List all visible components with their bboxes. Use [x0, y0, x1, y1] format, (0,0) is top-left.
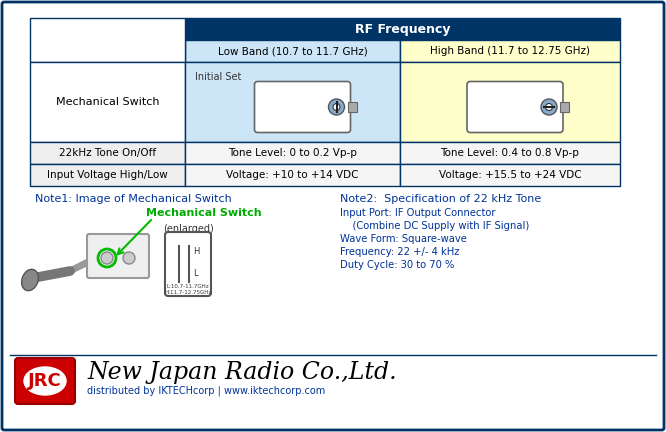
Circle shape: [328, 99, 344, 115]
Text: JRC: JRC: [28, 372, 62, 390]
FancyBboxPatch shape: [165, 232, 211, 296]
Circle shape: [545, 104, 553, 111]
Bar: [185, 40, 400, 62]
Text: Note1: Image of Mechanical Switch: Note1: Image of Mechanical Switch: [35, 194, 232, 204]
Bar: [185, 142, 400, 164]
Circle shape: [541, 99, 557, 115]
Text: distributed by IKTECHcorp | www.iktechcorp.com: distributed by IKTECHcorp | www.iktechco…: [87, 386, 325, 396]
Bar: [560, 102, 569, 112]
Text: Voltage: +15.5 to +24 VDC: Voltage: +15.5 to +24 VDC: [439, 170, 581, 180]
Bar: [30, 62, 185, 142]
Text: Voltage: +10 to +14 VDC: Voltage: +10 to +14 VDC: [226, 170, 359, 180]
Text: 22kHz Tone On/Off: 22kHz Tone On/Off: [59, 148, 156, 158]
FancyBboxPatch shape: [87, 234, 149, 278]
Text: Wave Form: Square-wave: Wave Form: Square-wave: [340, 234, 467, 244]
Bar: [400, 40, 620, 62]
Text: RF Frequency: RF Frequency: [355, 22, 450, 35]
Text: (enlarged): (enlarged): [163, 224, 213, 234]
Text: L: L: [193, 270, 198, 279]
Bar: [348, 102, 356, 112]
Bar: [185, 164, 400, 186]
Text: Initial Set: Initial Set: [195, 72, 241, 82]
Text: Note2:  Specification of 22 kHz Tone: Note2: Specification of 22 kHz Tone: [340, 194, 541, 204]
FancyBboxPatch shape: [15, 358, 75, 404]
Circle shape: [333, 104, 340, 111]
Text: Frequency: 22 +/- 4 kHz: Frequency: 22 +/- 4 kHz: [340, 247, 460, 257]
Bar: [30, 18, 185, 62]
Text: H:11.7-12.75GHz: H:11.7-12.75GHz: [165, 290, 212, 295]
Bar: [400, 164, 620, 186]
Text: Input Voltage High/Low: Input Voltage High/Low: [47, 170, 168, 180]
Text: Duty Cycle: 30 to 70 %: Duty Cycle: 30 to 70 %: [340, 260, 454, 270]
Text: High Band (11.7 to 12.75 GHz): High Band (11.7 to 12.75 GHz): [430, 46, 590, 56]
Bar: [185, 18, 620, 40]
Text: Tone Level: 0 to 0.2 Vp-p: Tone Level: 0 to 0.2 Vp-p: [228, 148, 357, 158]
Text: Mechanical Switch: Mechanical Switch: [146, 208, 262, 218]
Text: Input Port: IF Output Connector: Input Port: IF Output Connector: [340, 208, 496, 218]
Bar: [185, 62, 400, 142]
Ellipse shape: [24, 367, 66, 395]
Bar: [400, 62, 620, 142]
Text: H: H: [193, 248, 199, 257]
Text: Tone Level: 0.4 to 0.8 Vp-p: Tone Level: 0.4 to 0.8 Vp-p: [441, 148, 579, 158]
Ellipse shape: [21, 269, 39, 291]
FancyBboxPatch shape: [467, 82, 563, 133]
Text: Mechanical Switch: Mechanical Switch: [56, 97, 159, 107]
Bar: [30, 142, 185, 164]
Circle shape: [123, 252, 135, 264]
Bar: [400, 142, 620, 164]
Text: New Japan Radio Co.,Ltd.: New Japan Radio Co.,Ltd.: [87, 360, 397, 384]
Text: (Combine DC Supply with IF Signal): (Combine DC Supply with IF Signal): [340, 221, 529, 231]
Text: L:10.7-11.7GHz: L:10.7-11.7GHz: [166, 284, 209, 289]
Circle shape: [101, 252, 113, 264]
Bar: [30, 164, 185, 186]
FancyBboxPatch shape: [254, 82, 350, 133]
Text: Low Band (10.7 to 11.7 GHz): Low Band (10.7 to 11.7 GHz): [218, 46, 368, 56]
